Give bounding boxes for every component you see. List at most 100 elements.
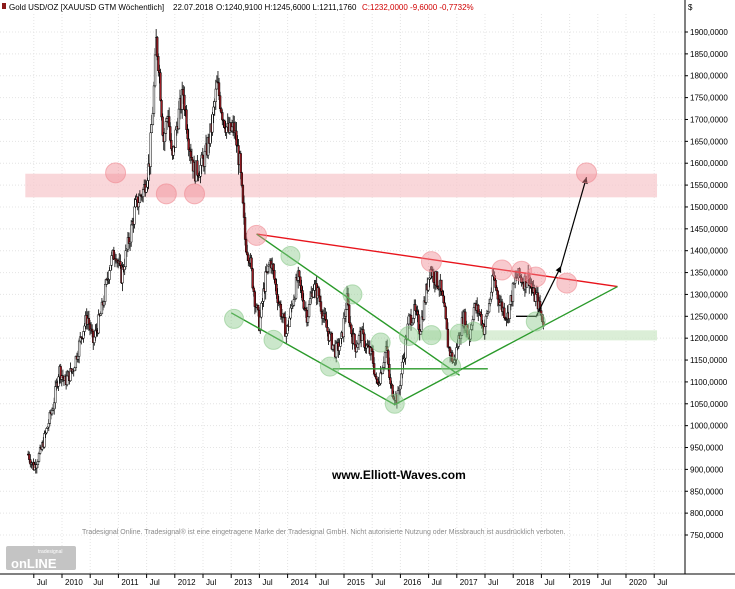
candle-bear xyxy=(91,328,94,332)
candle-bear xyxy=(319,301,323,312)
candle-bull xyxy=(133,206,136,225)
candle-bear xyxy=(389,377,392,385)
x-axis: Jul 2010 Jul 2011 Jul 2012 Jul 2013 Jul 2014 Jul 20… xyxy=(33,574,668,587)
candle-bull xyxy=(57,376,60,387)
logo-background xyxy=(6,546,76,570)
candle-bull xyxy=(203,150,207,167)
x-tick-label: Jul xyxy=(150,578,160,587)
candle-bull xyxy=(109,264,112,271)
red-marker xyxy=(184,183,206,205)
candle-bull xyxy=(484,315,488,327)
candle-bull xyxy=(225,126,228,133)
candle-bear xyxy=(432,271,435,283)
green-marker xyxy=(463,321,484,342)
candle-bear xyxy=(363,333,366,348)
candle-bull xyxy=(285,333,288,337)
candle-bull xyxy=(289,307,292,319)
candle-bull xyxy=(151,113,155,125)
candle-bull xyxy=(97,314,100,334)
green-marker xyxy=(224,308,245,329)
candle-bear xyxy=(353,333,356,346)
y-tick-label: 1650,0000 xyxy=(690,137,728,146)
candle-bull xyxy=(335,342,338,358)
forecast-arrow-1 xyxy=(535,265,562,318)
markers xyxy=(105,162,598,414)
candle-bear xyxy=(441,291,444,296)
candle-bear xyxy=(28,453,31,460)
candle-bull xyxy=(427,278,430,291)
candle-bull xyxy=(212,106,215,115)
candle-bear xyxy=(235,130,238,146)
y-tick-label: 1600,0000 xyxy=(690,159,728,168)
y-tick-label: 1450,0000 xyxy=(690,225,728,234)
x-tick-label: Jul xyxy=(37,578,47,587)
candle-bull xyxy=(399,385,402,390)
candle-bear xyxy=(187,138,190,151)
candles xyxy=(27,29,545,474)
green-marker xyxy=(441,356,462,377)
candle-bull xyxy=(141,189,145,197)
x-tick-label: Jul xyxy=(93,578,103,587)
candle-bull xyxy=(163,133,166,142)
y-tick-label: 800,0000 xyxy=(690,509,724,518)
x-tick-label: Jul xyxy=(432,578,442,587)
candle-bull xyxy=(412,318,415,324)
candle-bull xyxy=(266,265,270,272)
candle-bear xyxy=(247,254,250,262)
candle-bull xyxy=(73,367,76,372)
candle-bull xyxy=(508,304,511,319)
candle-bear xyxy=(301,290,304,301)
red-marker xyxy=(246,224,268,246)
candle-bear xyxy=(241,185,245,204)
y-tick-label: 1400,0000 xyxy=(690,247,728,256)
logo-small-text: tradesignal xyxy=(38,549,62,555)
candle-bull xyxy=(422,300,426,320)
support-zone xyxy=(417,330,658,341)
x-tick-label: Jul xyxy=(262,578,272,587)
candle-bull xyxy=(102,301,106,306)
y-tick-label: 1850,0000 xyxy=(690,50,728,59)
candle-bear xyxy=(242,202,246,218)
green-marker xyxy=(280,245,301,266)
candle-bull xyxy=(110,255,113,266)
candle-bull xyxy=(419,331,422,335)
candle-bear xyxy=(440,279,443,292)
y-tick-label: 1750,0000 xyxy=(690,94,728,103)
candle-bear xyxy=(503,307,506,319)
candle-bear xyxy=(275,283,278,295)
candle-bull xyxy=(294,277,298,299)
candle-bull xyxy=(47,423,50,428)
candle-bull xyxy=(491,275,494,293)
candle-bear xyxy=(157,56,160,72)
header-close-change: C:1232,0000 -9,6000 -0,7732% xyxy=(362,3,474,12)
candle-bull xyxy=(93,336,96,343)
y-tick-label: 1250,0000 xyxy=(690,312,728,321)
candle-bear xyxy=(495,287,498,292)
forecast-arrow-2 xyxy=(560,177,588,267)
red-marker xyxy=(525,266,547,288)
candle-bear xyxy=(445,318,448,330)
currency-label: $ xyxy=(688,3,693,12)
x-tick-label: 2019 xyxy=(573,578,591,587)
candle-bear xyxy=(374,373,377,377)
red-marker xyxy=(511,260,533,282)
x-tick-label: 2017 xyxy=(460,578,478,587)
y-tick-label: 1100,0000 xyxy=(690,378,728,387)
green-lower-channel xyxy=(230,312,396,406)
candle-bear xyxy=(221,112,224,121)
green-marker xyxy=(342,284,363,305)
candle-bear xyxy=(253,291,256,307)
x-tick-label: Jul xyxy=(601,578,611,587)
x-tick-label: 2018 xyxy=(516,578,534,587)
y-tick-label: 1350,0000 xyxy=(690,269,728,278)
y-tick-label: 1150,0000 xyxy=(690,356,728,365)
x-tick-label: 2016 xyxy=(403,578,421,587)
candle-bear xyxy=(387,350,390,365)
candle-bear xyxy=(189,151,193,158)
y-axis: 1900,0000 1850,0000 1800,0000 1750,0000 1700… xyxy=(685,28,728,540)
candle-bear xyxy=(276,294,279,303)
candle-bull xyxy=(214,88,217,102)
candle-bear xyxy=(240,172,243,186)
red-marker xyxy=(556,272,578,294)
